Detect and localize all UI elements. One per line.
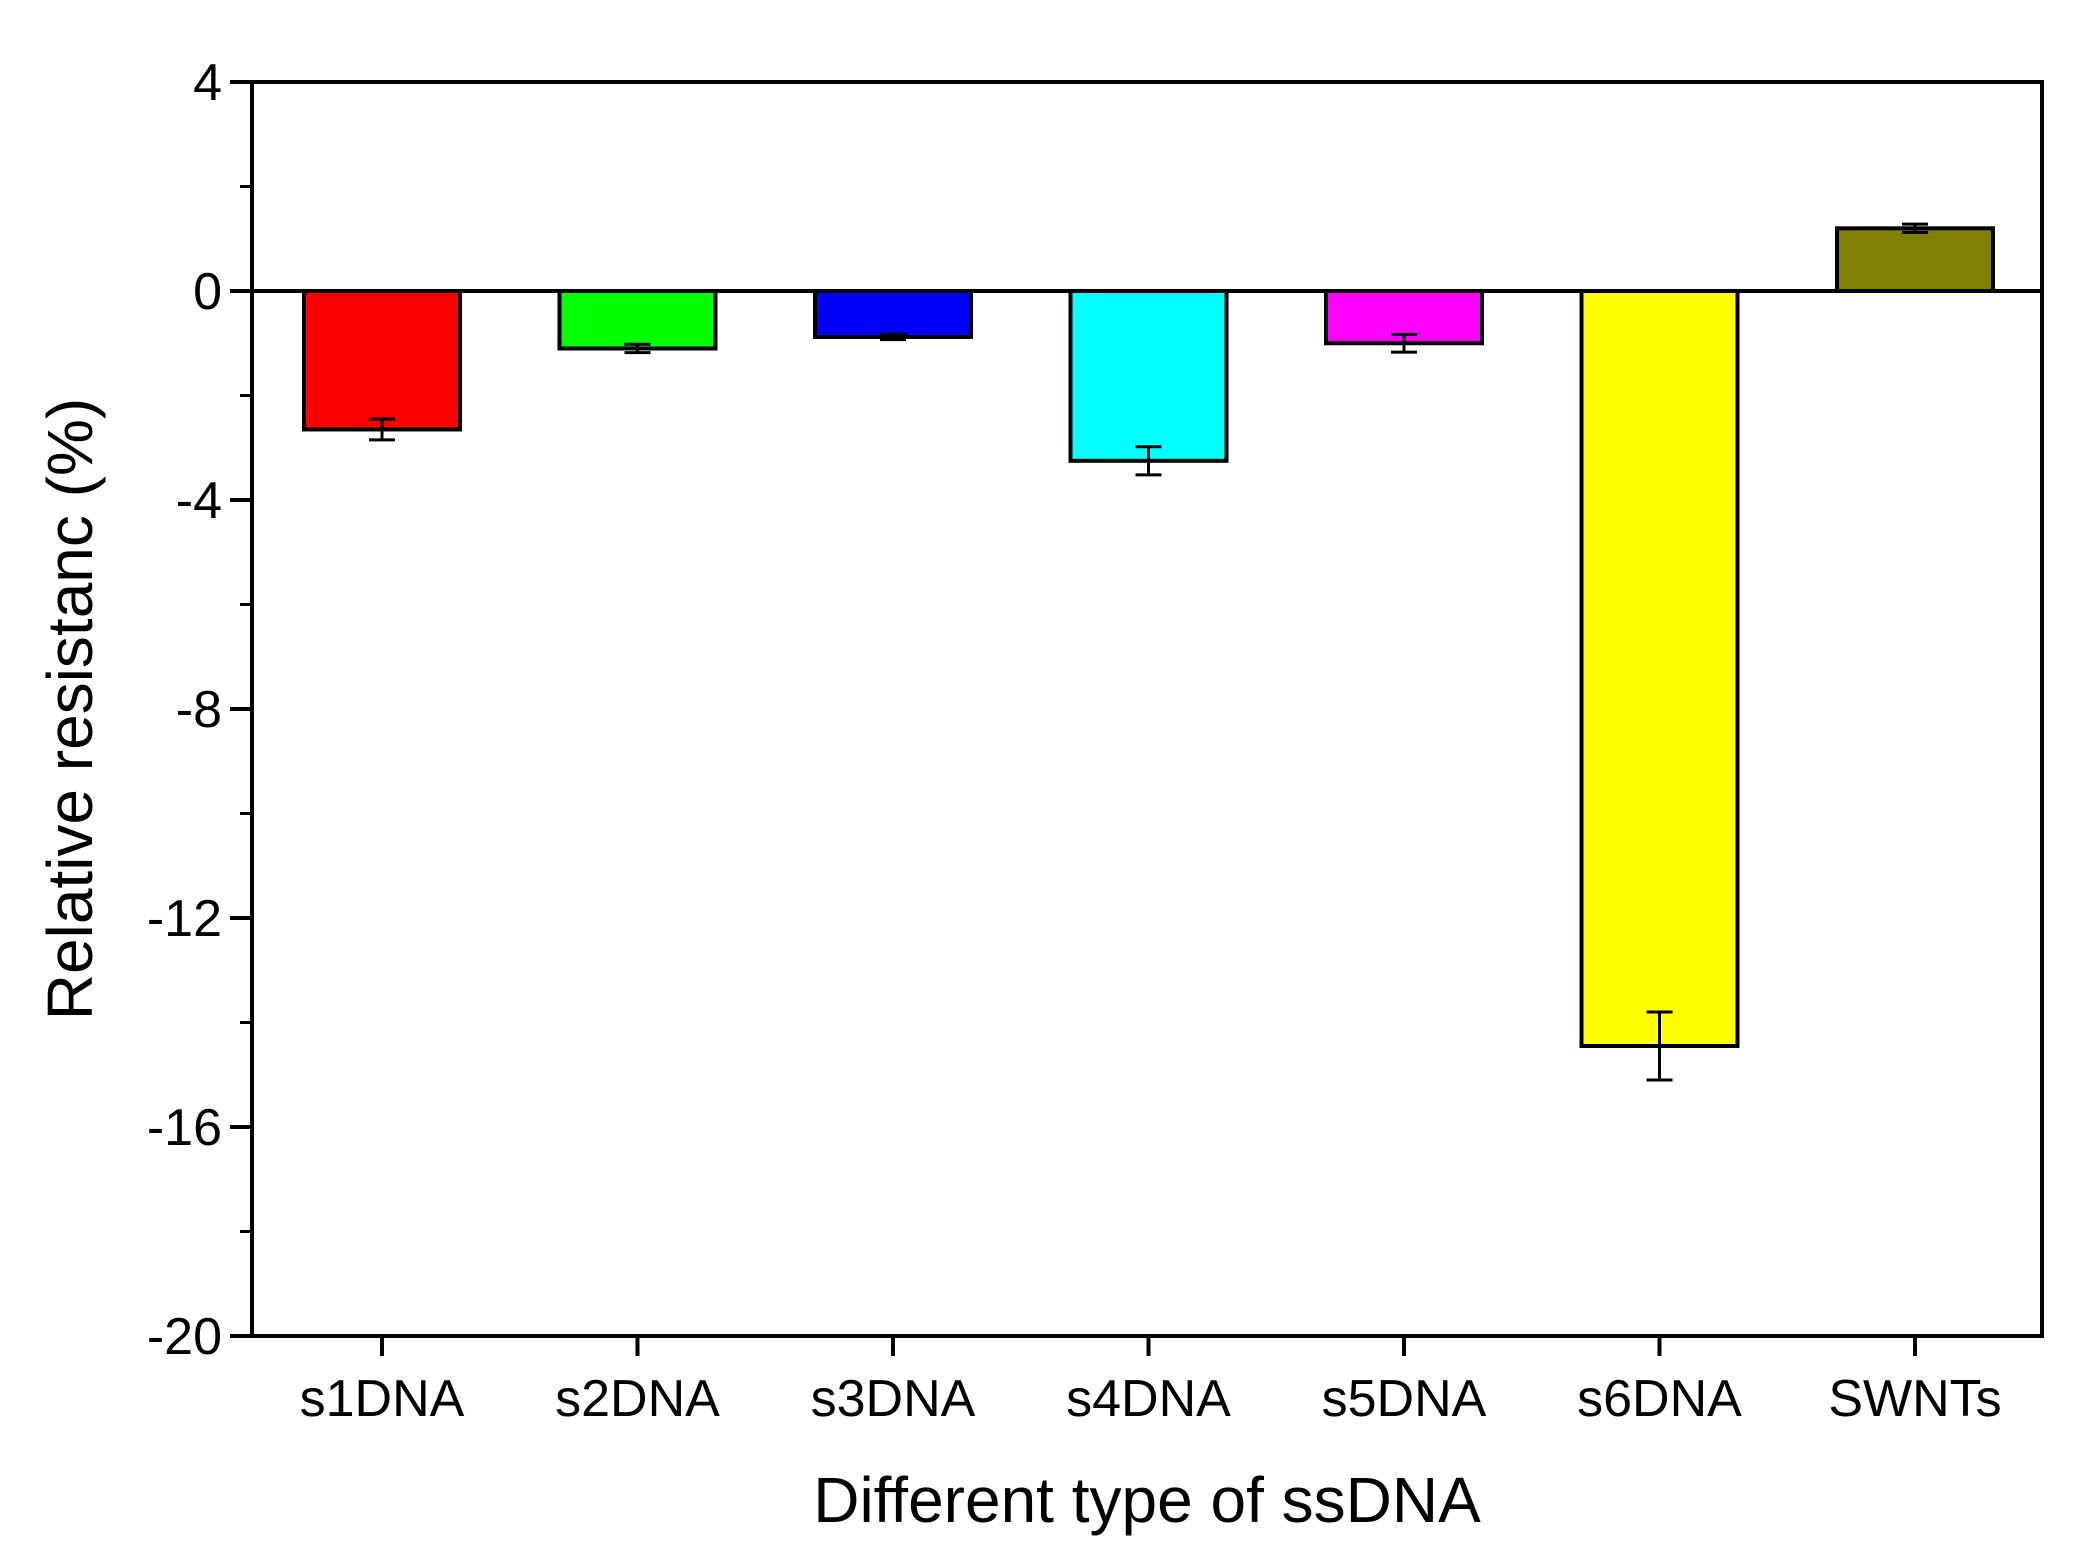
error-bar-s6DNA (1646, 1010, 1673, 1082)
x-tick-label-SWNTs: SWNTs (1828, 1370, 2001, 1428)
y-tick-label: -12 (147, 890, 222, 948)
bar-s3DNA (813, 289, 973, 339)
bar-s1DNA (302, 289, 462, 432)
error-bar-s5DNA (1391, 332, 1417, 354)
x-tick-label-s1DNA: s1DNA (300, 1370, 465, 1428)
bar-s2DNA (557, 289, 718, 351)
bar-s6DNA (1579, 289, 1740, 1049)
y-tick-label: 0 (193, 263, 222, 321)
x-tick-label-s4DNA: s4DNA (1066, 1370, 1231, 1428)
y-tick-label: -16 (147, 1099, 222, 1157)
y-tick-label: -4 (176, 472, 222, 530)
error-bar-s3DNA (880, 332, 906, 342)
y-axis-title: Relative resistanc (%) (34, 398, 106, 1020)
y-tick-label: -20 (147, 1308, 222, 1366)
y-tick-label: 4 (193, 54, 222, 112)
x-tick-label-s6DNA: s6DNA (1577, 1370, 1742, 1428)
error-bar-s1DNA (369, 417, 395, 442)
x-tick-label-s3DNA: s3DNA (811, 1370, 976, 1428)
error-bar-s2DNA (624, 342, 651, 355)
bar-SWNTs (1835, 226, 1995, 294)
error-bar-SWNTs (1902, 222, 1928, 234)
plot-frame (250, 80, 2044, 1338)
bar-s4DNA (1068, 289, 1229, 463)
x-axis-title: Different type of ssDNA (813, 1464, 1481, 1536)
error-bar-s4DNA (1135, 445, 1162, 477)
x-tick-label-s5DNA: s5DNA (1322, 1370, 1487, 1428)
y-tick-label: -8 (176, 681, 222, 739)
x-tick-label-s2DNA: s2DNA (555, 1370, 720, 1428)
